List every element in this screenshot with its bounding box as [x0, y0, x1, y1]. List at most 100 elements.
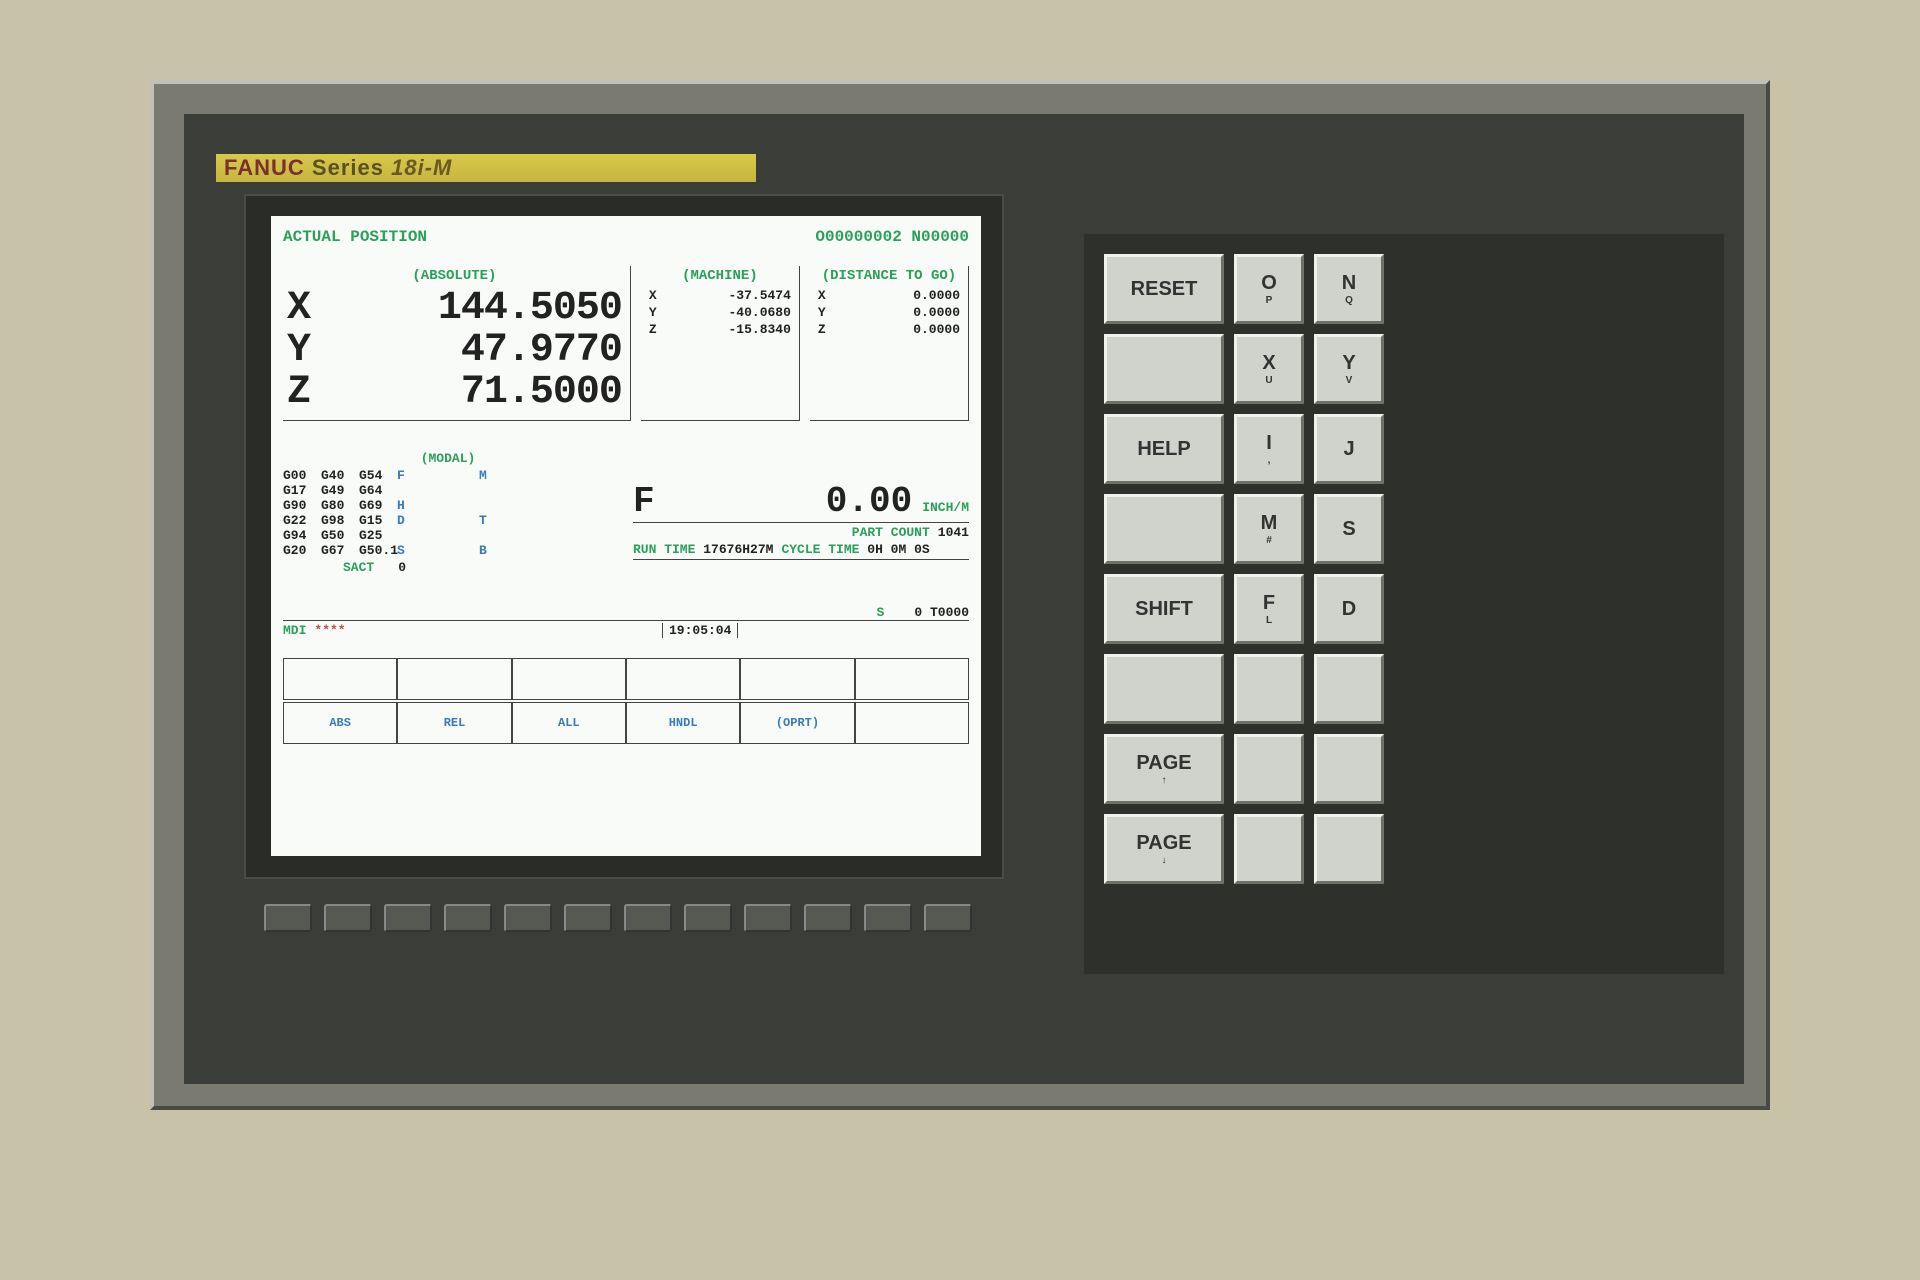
softkey-button[interactable]	[624, 904, 672, 932]
key-blank[interactable]	[1104, 654, 1224, 724]
modal-cell: G69	[359, 498, 397, 513]
key-x[interactable]: XU	[1234, 334, 1304, 404]
softkey-oprt[interactable]: (OPRT)	[740, 702, 854, 744]
key-o[interactable]: OP	[1234, 254, 1304, 324]
softkey-button[interactable]	[444, 904, 492, 932]
key-blank[interactable]	[1314, 734, 1384, 804]
softkey-button[interactable]	[384, 904, 432, 932]
absolute-title: (ABSOLUTE)	[287, 268, 622, 284]
crt-screen: ACTUAL POSITION O00000002 N00000 (ABSOLU…	[271, 216, 981, 856]
key-shift[interactable]: SHIFT	[1104, 574, 1224, 644]
key-d[interactable]: D	[1314, 574, 1384, 644]
modal-cell	[397, 483, 419, 498]
modal-cell: D	[397, 513, 419, 528]
header-title: ACTUAL POSITION	[283, 228, 427, 246]
mdi-row: MDI**** 19:05:04	[283, 620, 969, 638]
modal-cell	[397, 528, 419, 543]
modal-cell: G67	[321, 543, 359, 558]
modal-cell	[419, 483, 479, 498]
key-f[interactable]: FL	[1234, 574, 1304, 644]
modal-cell: B	[479, 543, 501, 558]
distance-title: (DISTANCE TO GO)	[818, 268, 960, 284]
inner-panel: FANUC Series 18i-M ACTUAL POSITION O0000…	[184, 114, 1744, 1084]
softkey-rel[interactable]: REL	[397, 702, 511, 744]
physical-softkeys	[244, 904, 1004, 944]
softkey-blank[interactable]	[855, 702, 969, 744]
key-i[interactable]: I,	[1234, 414, 1304, 484]
modal-cell: G54	[359, 468, 397, 483]
softkey-all[interactable]: ALL	[512, 702, 626, 744]
dist-z: 0.0000	[838, 322, 960, 339]
key-blank[interactable]	[1314, 814, 1384, 884]
dist-x: 0.0000	[838, 288, 960, 305]
softkey-button[interactable]	[744, 904, 792, 932]
modal-cell	[419, 543, 479, 558]
partcount-row: PART COUNT 1041	[633, 525, 969, 540]
key-y[interactable]: YV	[1314, 334, 1384, 404]
softkey-button[interactable]	[864, 904, 912, 932]
key-n[interactable]: NQ	[1314, 254, 1384, 324]
modal-grid: G00G40G54FMG17G49G64G90G80G69HG22G98G15D…	[283, 468, 613, 558]
feed-row: F 0.00 INCH/M	[633, 481, 969, 523]
brand-name: FANUC	[224, 155, 305, 180]
brand-model: 18i-M	[391, 155, 452, 180]
modal-cell: S	[397, 543, 419, 558]
softkey-row-labels: ABSRELALLHNDL(OPRT)	[283, 702, 969, 744]
softkey-button[interactable]	[684, 904, 732, 932]
modal-panel: (MODAL) G00G40G54FMG17G49G64G90G80G69HG2…	[283, 451, 613, 575]
modal-cell	[479, 498, 501, 513]
modal-cell	[479, 528, 501, 543]
softkey-button[interactable]	[504, 904, 552, 932]
absolute-panel: (ABSOLUTE) X144.5050 Y 47.9770 Z 71.5000	[283, 266, 631, 421]
modal-cell	[419, 498, 479, 513]
status-line: S 0 T0000	[283, 605, 969, 620]
softkey-row-empty	[283, 658, 969, 700]
feed-panel: F 0.00 INCH/M PART COUNT 1041 RUN TIME 1…	[633, 451, 969, 575]
key-help[interactable]: HELP	[1104, 414, 1224, 484]
modal-cell: H	[397, 498, 419, 513]
distance-panel: (DISTANCE TO GO) X0.0000 Y0.0000 Z0.0000	[810, 266, 969, 421]
modal-cell: G80	[321, 498, 359, 513]
modal-cell: G64	[359, 483, 397, 498]
key-blank[interactable]	[1104, 334, 1224, 404]
time-row: RUN TIME 17676H27M CYCLE TIME 0H 0M 0S	[633, 542, 969, 560]
modal-cell: G20	[283, 543, 321, 558]
softkey-button[interactable]	[924, 904, 972, 932]
softkey-button[interactable]	[324, 904, 372, 932]
modal-cell: G49	[321, 483, 359, 498]
modal-cell: G00	[283, 468, 321, 483]
modal-cell: G22	[283, 513, 321, 528]
modal-cell: G98	[321, 513, 359, 528]
key-page[interactable]: PAGE↓	[1104, 814, 1224, 884]
key-blank[interactable]	[1234, 734, 1304, 804]
crt-bezel: ACTUAL POSITION O00000002 N00000 (ABSOLU…	[244, 194, 1004, 879]
key-page[interactable]: PAGE↑	[1104, 734, 1224, 804]
modal-cell: G50.1	[359, 543, 397, 558]
key-blank[interactable]	[1234, 654, 1304, 724]
key-blank[interactable]	[1104, 494, 1224, 564]
control-case: FANUC Series 18i-M ACTUAL POSITION O0000…	[150, 80, 1770, 1110]
modal-cell	[419, 528, 479, 543]
sact-row: SACT0	[283, 560, 613, 575]
modal-cell: G94	[283, 528, 321, 543]
softkey-button[interactable]	[264, 904, 312, 932]
machine-panel: (MACHINE) X-37.5474 Y-40.0680 Z-15.8340	[641, 266, 800, 421]
key-m[interactable]: M#	[1234, 494, 1304, 564]
modal-cell: G90	[283, 498, 321, 513]
key-blank[interactable]	[1314, 654, 1384, 724]
modal-cell	[419, 513, 479, 528]
key-reset[interactable]: RESET	[1104, 254, 1224, 324]
softkey-button[interactable]	[564, 904, 612, 932]
softkey-button[interactable]	[804, 904, 852, 932]
modal-cell	[419, 468, 479, 483]
brand-strip: FANUC Series 18i-M	[216, 154, 756, 182]
key-j[interactable]: J	[1314, 414, 1384, 484]
position-section: (ABSOLUTE) X144.5050 Y 47.9770 Z 71.5000…	[283, 266, 969, 421]
abs-z-val: 71.5000	[323, 372, 622, 414]
softkey-abs[interactable]: ABS	[283, 702, 397, 744]
key-blank[interactable]	[1234, 814, 1304, 884]
softkey-hndl[interactable]: HNDL	[626, 702, 740, 744]
key-s[interactable]: S	[1314, 494, 1384, 564]
modal-cell: G17	[283, 483, 321, 498]
feed-value: 0.00	[673, 481, 912, 522]
